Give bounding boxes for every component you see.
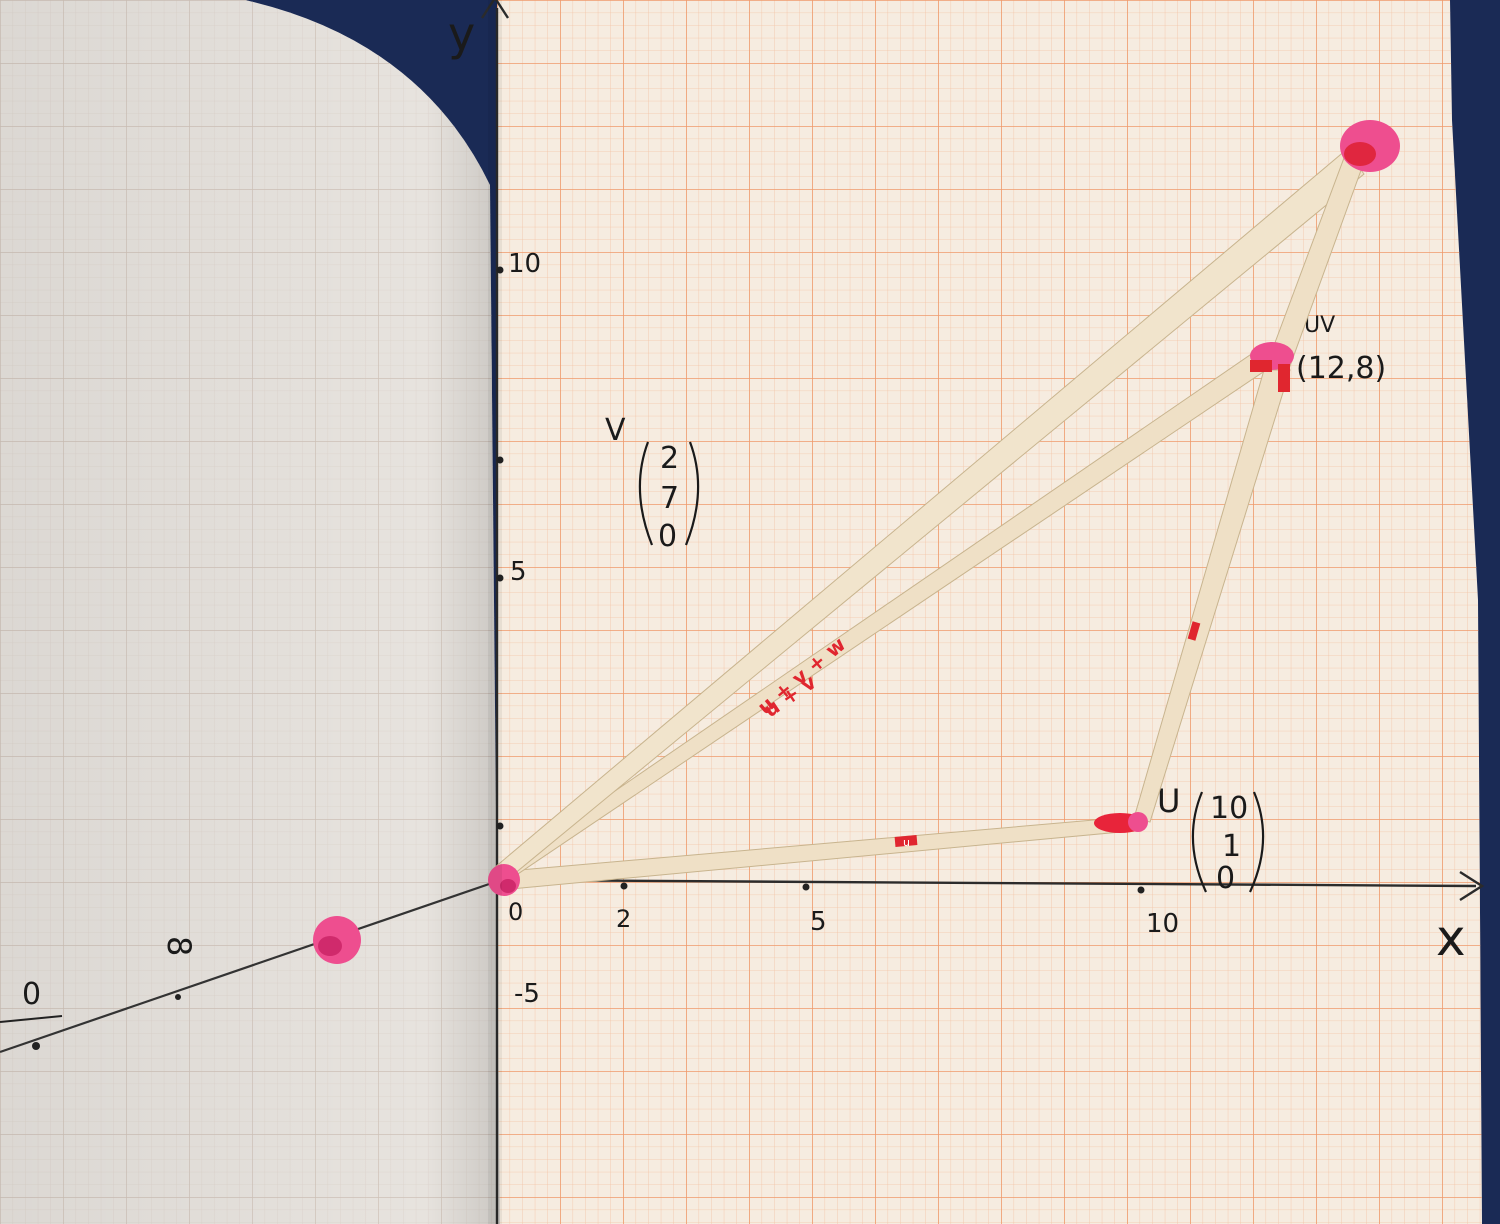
v-right-bracket [684,441,700,546]
u-component: 10 [1210,791,1248,826]
page-gutter [488,0,502,1224]
y-tick-label: -5 [514,979,540,1009]
x-axis [496,878,1477,888]
u-name: U [1157,782,1180,820]
left-page-axis-line [0,880,496,1054]
left-page-underline [0,1015,63,1023]
clay-marker-tip [1340,120,1400,172]
y-tick-dot [496,574,504,582]
note-v: V 2 7 0 [605,413,700,554]
v-component: 7 [660,481,679,516]
clay-marker-u [1094,812,1148,833]
left-page-number: 8 [160,936,198,956]
note-u: U 10 1 0 [1157,782,1265,896]
note-uv: UV (12,8) [1296,313,1386,386]
uv-name: UV [1304,313,1335,338]
left-page-number: 0 [22,977,41,1012]
u-right-bracket [1249,791,1265,893]
clay-marker-origin [488,864,520,896]
left-axis-dot [175,994,181,1000]
x-tick-label: 2 [616,905,631,933]
y-tick-dot [496,456,504,464]
clay-marker-left [313,916,361,964]
v-name: V [605,413,626,448]
v-component: 0 [658,519,677,554]
x-axis-arrow [1459,870,1485,902]
v-component: 2 [660,441,679,476]
x-tick-dot [1137,886,1145,894]
x-tick-label: 10 [1146,909,1179,939]
origin-label: 0 [508,898,523,926]
u-left-bracket [1191,791,1207,893]
y-tick-label: 5 [510,557,527,587]
clay-marker-uv [1250,342,1294,392]
y-axis-arrow [480,0,510,19]
y-tick-dot [496,266,504,274]
u-component: 0 [1216,861,1235,896]
v-left-bracket [638,441,654,546]
stick-u-label: u [903,836,910,849]
y-tick-label: 10 [508,249,541,279]
x-tick-label: 5 [810,907,827,937]
y-tick-dot [496,822,504,830]
coordinate-axes [480,0,1485,1224]
u-component: 1 [1222,829,1241,864]
right-page [497,0,1482,1224]
x-tick-dot [802,883,810,891]
left-axis-dot [32,1042,40,1050]
x-axis-label: x [1436,909,1466,967]
y-axis-label: y [448,7,475,61]
uv-point: (12,8) [1296,351,1386,386]
left-page [0,0,500,1224]
x-tick-dot [620,882,628,890]
